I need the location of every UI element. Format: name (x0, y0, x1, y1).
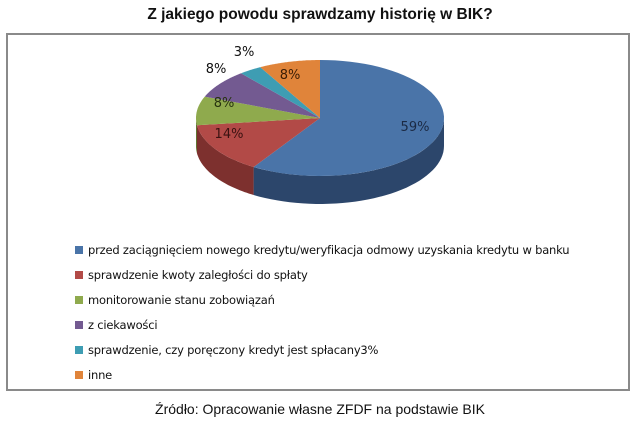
pie-side-0 (253, 118, 444, 204)
legend-swatch-icon (75, 370, 83, 379)
pie-data-label: 8% (206, 62, 227, 77)
pie-data-label: 8% (280, 68, 301, 83)
legend-label: sprawdzenie, czy poręczony kredyt jest s… (88, 342, 379, 357)
legend-item: z ciekawości (75, 312, 569, 337)
pie-top (196, 60, 444, 176)
legend-swatch-icon (75, 320, 83, 329)
pie-slice-4 (241, 67, 320, 118)
legend-item: inne (75, 362, 569, 387)
legend-item: sprawdzenie kwoty zaległości do spłaty (75, 262, 569, 287)
legend-item: sprawdzenie, czy poręczony kredyt jest s… (75, 337, 569, 362)
pie-slice-2 (196, 96, 320, 126)
legend-label: inne (88, 367, 113, 382)
pie-labels: 59% 14% 8% 8% 3% 8% (206, 45, 430, 142)
pie-side-1 (197, 125, 254, 195)
pie-sides (196, 118, 444, 204)
pie-slice-0 (253, 60, 444, 176)
legend-label: monitorowanie stanu zobowiązań (88, 292, 275, 307)
pie-data-label: 3% (234, 45, 255, 60)
legend-label: przed zaciągnięciem nowego kredytu/weryf… (88, 242, 570, 257)
pie-side-2 (196, 118, 197, 154)
pie-data-label: 59% (401, 120, 430, 135)
chart-frame (6, 33, 630, 391)
legend-swatch-icon (75, 270, 83, 279)
legend-item: przed zaciągnięciem nowego kredytu/weryf… (75, 237, 570, 262)
pie-slice-5 (260, 60, 320, 118)
legend-item: monitorowanie stanu zobowiązań (75, 287, 569, 312)
legend-swatch-icon (75, 245, 83, 254)
legend-label: z ciekawości (88, 317, 158, 332)
pie-slice-3 (204, 73, 320, 118)
pie-data-label: 14% (215, 127, 244, 142)
source-caption: Źródło: Opracowanie własne ZFDF na podst… (155, 401, 485, 417)
pie-slice-1 (197, 118, 320, 167)
chart-title: Z jakiego powodu sprawdzamy historię w B… (147, 6, 493, 23)
legend-swatch-icon (75, 295, 83, 304)
legend-label: sprawdzenie kwoty zaległości do spłaty (88, 267, 308, 282)
legend-swatch-icon (75, 345, 83, 354)
pie-data-label: 8% (214, 96, 235, 111)
legend: przed zaciągnięciem nowego kredytu/weryf… (75, 237, 570, 387)
